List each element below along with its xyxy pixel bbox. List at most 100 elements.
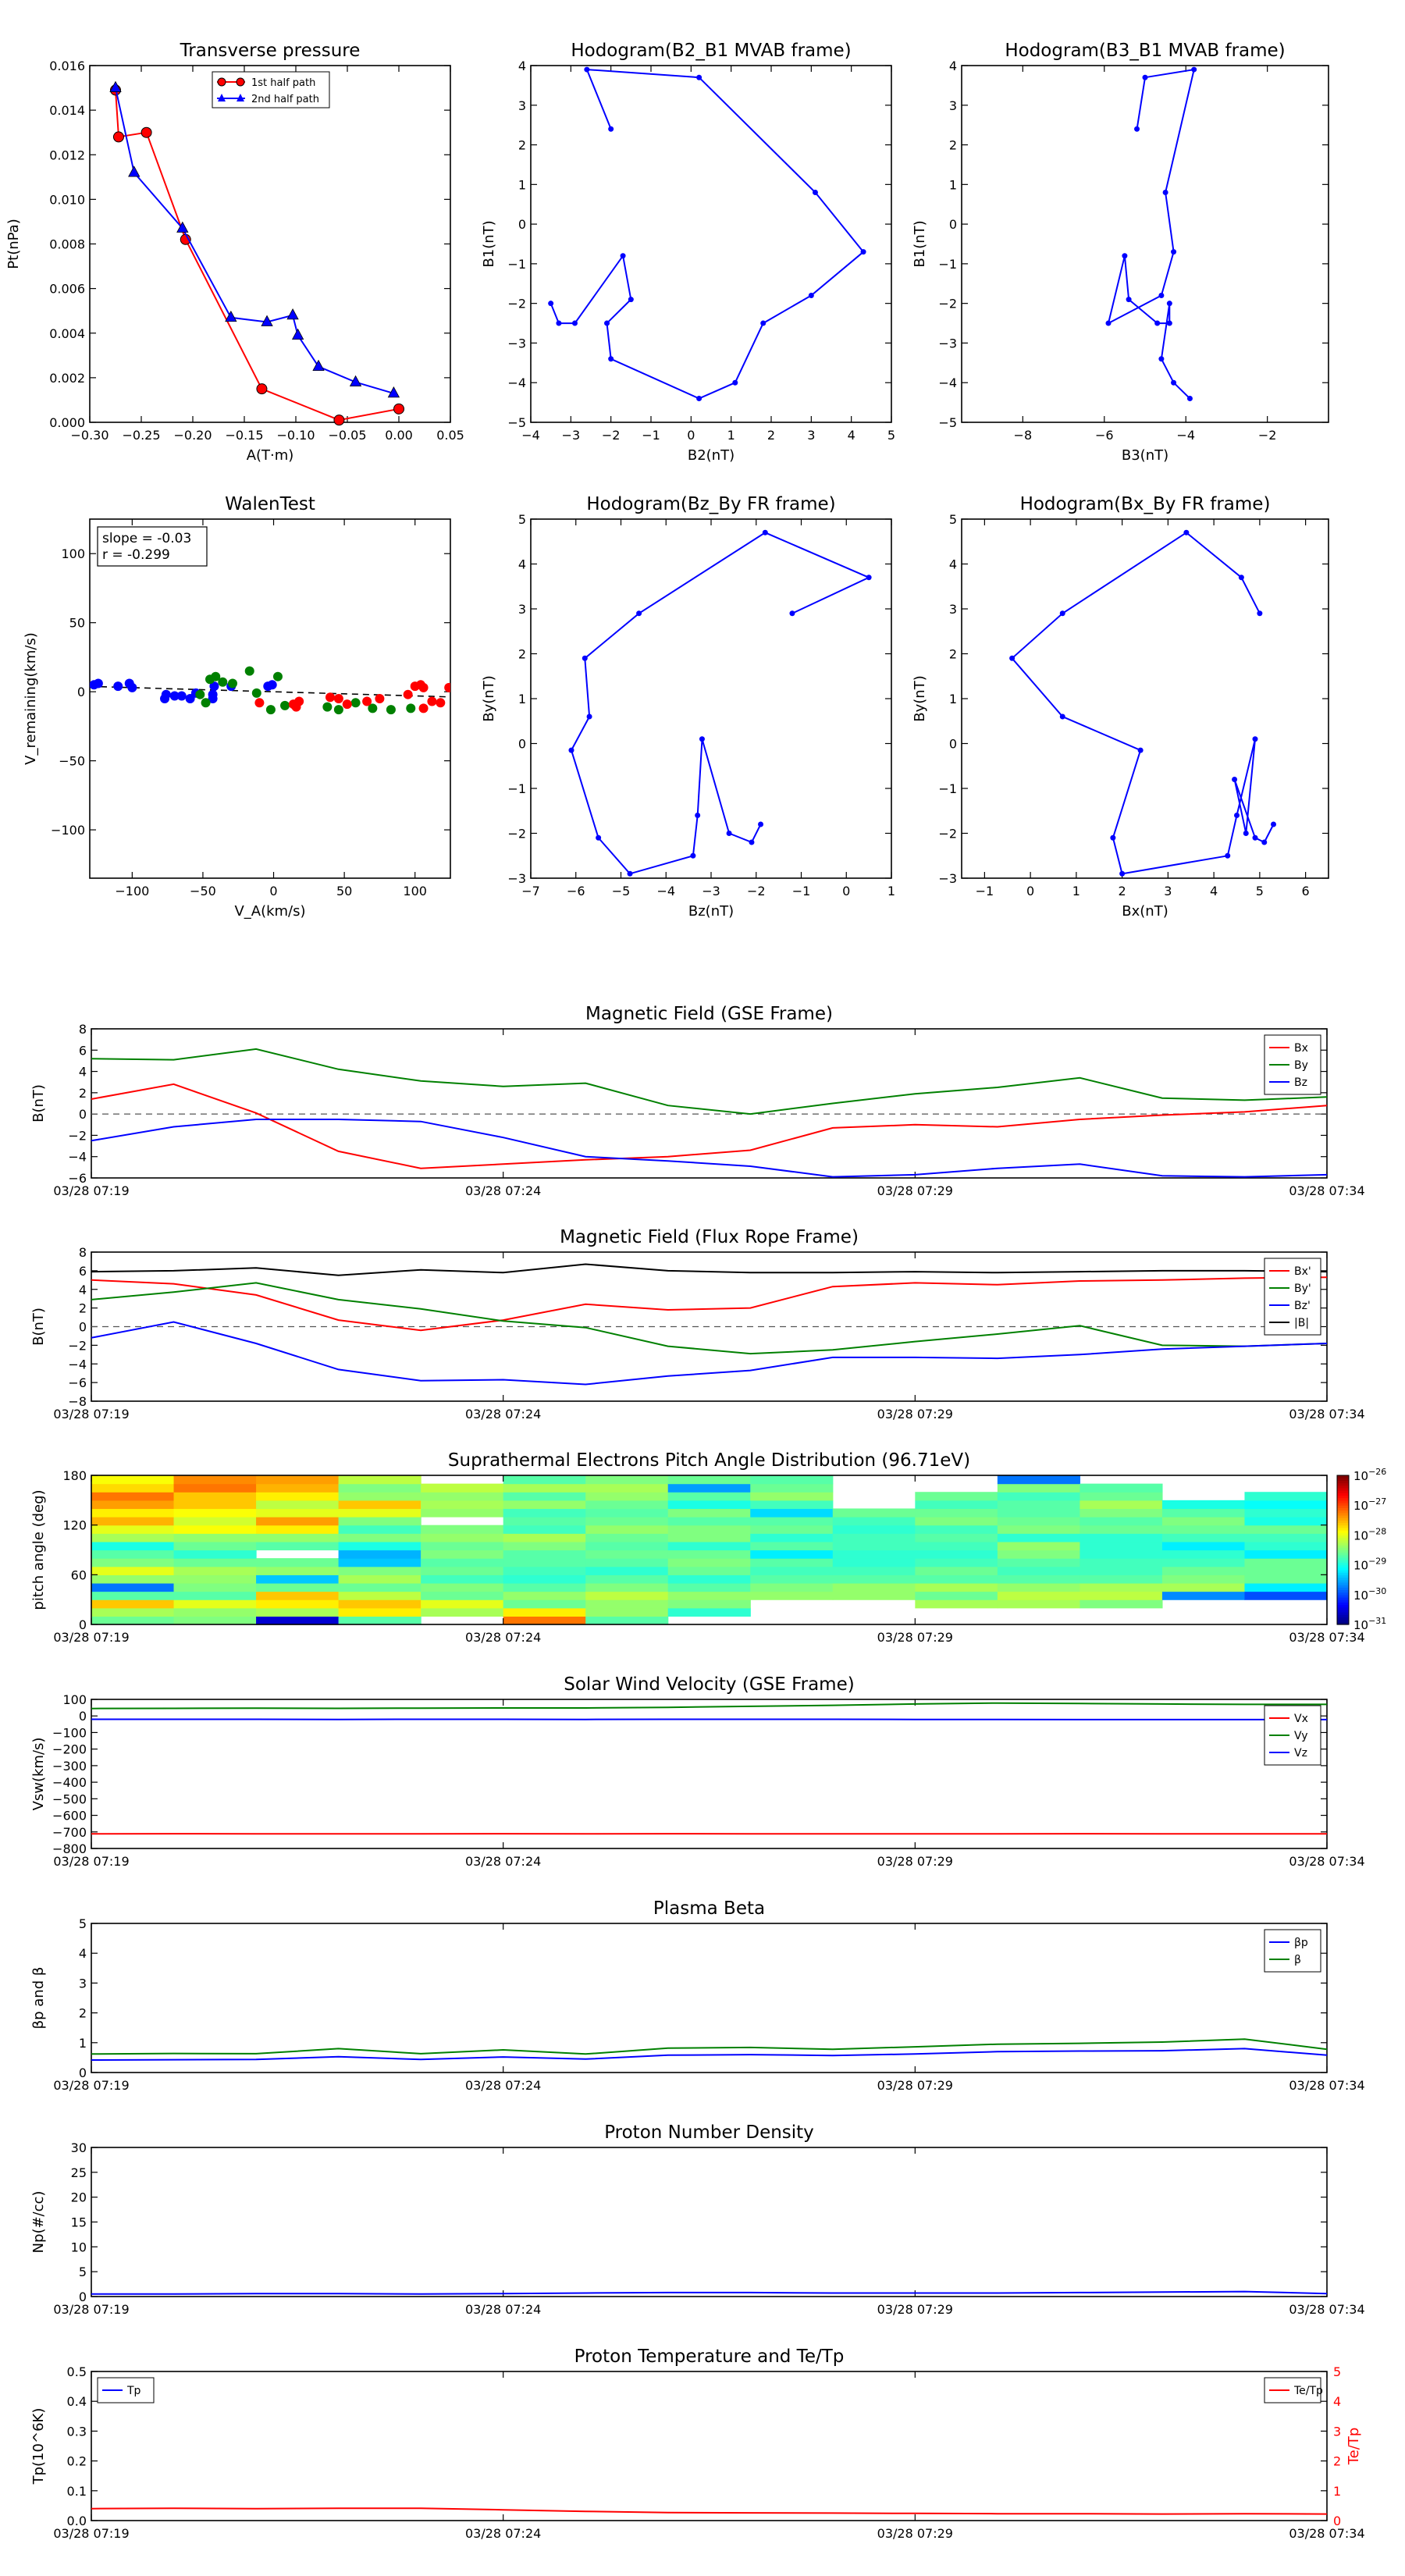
heatmap-cell	[915, 1517, 998, 1526]
heatmap-cell	[997, 1492, 1080, 1501]
heatmap-cell	[750, 1508, 834, 1517]
y-tick-label: −1	[507, 781, 526, 796]
x-tick-label: 0	[1026, 884, 1034, 898]
heatmap-cell	[585, 1517, 669, 1526]
heatmap-cell	[91, 1591, 175, 1600]
y-axis-label: B(nT)	[30, 1084, 47, 1123]
heatmap-cell	[256, 1541, 340, 1551]
heatmap-cell	[503, 1558, 586, 1567]
y-tick-label: 4	[79, 1946, 87, 1961]
heatmap-cell	[585, 1599, 669, 1609]
hodogram-point	[1009, 655, 1016, 661]
y-tick-label: 6	[79, 1264, 87, 1279]
y-axis-label: pitch angle (deg)	[30, 1489, 47, 1610]
y-tick-label-right: 4	[1333, 2394, 1341, 2409]
heatmap-cell	[1080, 1550, 1163, 1559]
data-point	[140, 126, 152, 138]
y-tick-label: 100	[62, 1692, 87, 1707]
heatmap-cell	[421, 1483, 504, 1493]
y-tick-label-right: 3	[1333, 2424, 1341, 2439]
axes-frame	[89, 65, 451, 423]
heatmap-cell	[1244, 1541, 1328, 1551]
heatmap-cell	[1080, 1541, 1163, 1551]
y-tick-label: −3	[938, 871, 957, 886]
heatmap-cell	[1161, 1550, 1246, 1559]
scatter-point	[195, 689, 205, 699]
heatmap-cell	[667, 1492, 751, 1501]
heatmap-cell	[173, 1492, 257, 1501]
colorbar-segment	[1337, 1552, 1349, 1556]
heatmap-cell	[173, 1599, 257, 1609]
colorbar-segment	[1337, 1517, 1349, 1521]
colorbar-segment	[1337, 1478, 1349, 1481]
heatmap-cell	[1080, 1582, 1163, 1592]
hodogram-point	[696, 396, 702, 402]
heatmap-cell	[750, 1566, 834, 1575]
hodogram-point	[608, 356, 614, 362]
hodogram-point	[636, 610, 642, 617]
colorbar-segment	[1337, 1475, 1349, 1478]
heatmap-cell	[1244, 1582, 1328, 1592]
x-axis-label: V_A(km/s)	[234, 903, 305, 920]
heatmap-cell	[256, 1566, 340, 1575]
x-tick-label: −2	[1258, 428, 1277, 443]
series-line	[91, 2038, 1327, 2055]
colorbar-segment	[1337, 1609, 1349, 1613]
heatmap-cell	[421, 1574, 504, 1584]
data-point	[128, 165, 140, 177]
scatter-point	[350, 698, 361, 708]
x-tick-label: 03/28 07:34	[1289, 1854, 1364, 1869]
chart-title: Hodogram(Bx_By FR frame)	[1020, 494, 1271, 514]
heatmap-cell	[421, 1541, 504, 1551]
plot-area	[91, 2038, 1327, 2061]
heatmap-cell	[750, 1533, 834, 1542]
y-tick-label: 20	[71, 2190, 87, 2205]
heatmap-cell	[832, 1541, 916, 1551]
y-tick-label: 50	[69, 616, 85, 631]
x-axis-label: Bx(nT)	[1122, 903, 1168, 920]
x-tick-label: 3	[807, 428, 815, 443]
hodogram-point	[1243, 831, 1249, 836]
x-tick-label: 03/28 07:29	[877, 2078, 953, 2093]
colorbar-segment	[1337, 1507, 1349, 1511]
colorbar-segment	[1337, 1594, 1349, 1598]
hodogram-point	[620, 253, 626, 259]
y-tick-label: 1	[949, 692, 957, 706]
heatmap-cell	[997, 1525, 1080, 1534]
heatmap-cell	[338, 1582, 422, 1592]
hodogram-point	[812, 189, 818, 195]
heatmap-cell	[338, 1500, 422, 1510]
heatmap-cell	[503, 1582, 586, 1592]
legend-label: By	[1294, 1059, 1308, 1072]
hodogram-point	[1119, 870, 1126, 877]
x-tick-label: −0.05	[328, 428, 366, 443]
scatter-point	[386, 705, 396, 715]
y-tick-label-right: 2	[1333, 2454, 1341, 2469]
heatmap-cell	[173, 1591, 257, 1600]
y-tick-label: 0.002	[49, 371, 85, 386]
x-tick-label: 03/28 07:19	[53, 2526, 129, 2541]
heatmap-cell	[832, 1517, 916, 1526]
heatmap-cell	[1161, 1558, 1246, 1567]
y-tick-label: 0	[79, 1617, 87, 1632]
y-tick-label: 0	[79, 1320, 87, 1335]
scatter-point	[333, 694, 343, 703]
panel-4: Hodogram(Bz_By FR frame) −7 −6 −5 −4 −3 −2 −1 0 1…	[481, 494, 895, 920]
heatmap-cell	[832, 1558, 916, 1567]
y-tick-label: 2	[79, 1301, 87, 1316]
data-point	[312, 359, 325, 371]
hodogram-point	[596, 834, 602, 841]
heatmap-cell	[585, 1483, 669, 1493]
heatmap-cell	[173, 1574, 257, 1584]
scatter-point	[272, 671, 283, 681]
y-tick-label: 2	[949, 138, 957, 153]
y-tick-label: 3	[949, 98, 957, 113]
y-axis-label: Tp(10^6K)	[30, 2408, 47, 2485]
heatmap-cell	[421, 1558, 504, 1567]
heatmap-cell	[91, 1483, 175, 1493]
colorbar-segment	[1337, 1579, 1349, 1583]
x-tick-label: −0.25	[122, 428, 160, 443]
x-tick-label: 5	[887, 428, 895, 443]
heatmap-cell	[997, 1483, 1080, 1493]
y-tick-label: 0	[79, 1107, 87, 1122]
